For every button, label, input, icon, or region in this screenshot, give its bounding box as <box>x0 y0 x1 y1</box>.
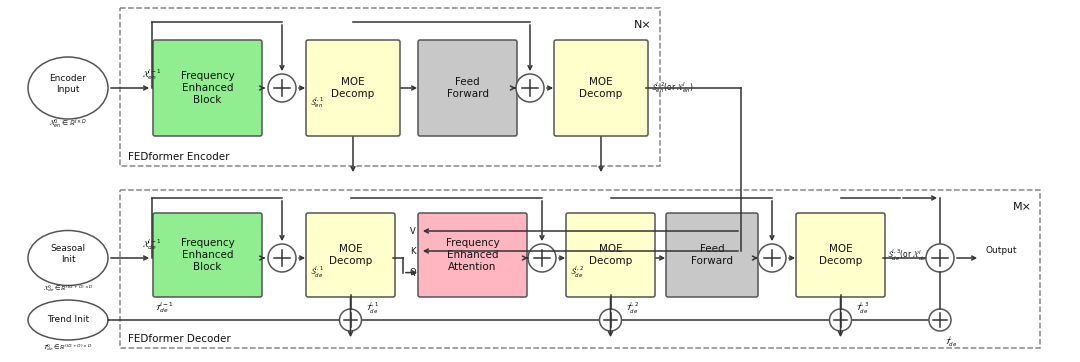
Text: Encoder
Input: Encoder Input <box>50 74 86 94</box>
Text: MOE
Decomp: MOE Decomp <box>819 244 862 266</box>
Text: $\mathcal{T}_{de}^{l-1}$: $\mathcal{T}_{de}^{l-1}$ <box>156 300 173 315</box>
Text: Feed
Forward: Feed Forward <box>691 244 733 266</box>
Circle shape <box>926 244 954 272</box>
Text: MOE
Decomp: MOE Decomp <box>329 244 373 266</box>
Text: Frequency
Enhanced
Block: Frequency Enhanced Block <box>180 239 234 272</box>
FancyBboxPatch shape <box>566 213 654 297</box>
Text: $\mathcal{T}_{de}^{l}$: $\mathcal{T}_{de}^{l}$ <box>945 334 957 349</box>
Text: Q: Q <box>409 268 416 277</box>
Circle shape <box>528 244 556 272</box>
Circle shape <box>599 309 621 331</box>
Circle shape <box>829 309 851 331</box>
Text: M×: M× <box>1013 202 1032 212</box>
Text: FEDformer Decoder: FEDformer Decoder <box>129 334 231 344</box>
FancyBboxPatch shape <box>666 213 758 297</box>
Text: V: V <box>410 227 416 236</box>
FancyBboxPatch shape <box>153 40 262 136</box>
Text: Seasoal
Init: Seasoal Init <box>51 244 85 264</box>
Text: N×: N× <box>634 20 652 30</box>
Ellipse shape <box>28 57 108 119</box>
Bar <box>120 190 1040 348</box>
Text: $\mathcal{T}_{de}^{l,3}$: $\mathcal{T}_{de}^{l,3}$ <box>856 300 869 316</box>
Text: MOE
Decomp: MOE Decomp <box>332 77 375 99</box>
Circle shape <box>758 244 786 272</box>
FancyBboxPatch shape <box>554 40 648 136</box>
Bar <box>120 8 660 166</box>
Text: $\mathcal{T}_{de}^0 \in \mathbb{R}^{(I/2+O) \times D}$: $\mathcal{T}_{de}^0 \in \mathbb{R}^{(I/2… <box>43 342 93 353</box>
Circle shape <box>268 244 296 272</box>
Text: $\mathcal{S}_{de}^{l,1}$: $\mathcal{S}_{de}^{l,1}$ <box>310 265 324 281</box>
Text: $\mathcal{X}_{en}^0 \in \mathbb{R}^{I \times D}$: $\mathcal{X}_{en}^0 \in \mathbb{R}^{I \t… <box>49 118 87 131</box>
Text: MOE
Decomp: MOE Decomp <box>579 77 623 99</box>
Circle shape <box>929 309 951 331</box>
FancyBboxPatch shape <box>306 40 400 136</box>
FancyBboxPatch shape <box>306 213 395 297</box>
Text: $\mathcal{X}_{de}^0 \in \mathbb{R}^{(I/2+O) \times D}$: $\mathcal{X}_{de}^0 \in \mathbb{R}^{(I/2… <box>42 283 93 294</box>
Text: Output: Output <box>985 246 1016 255</box>
Circle shape <box>339 309 362 331</box>
Text: $\mathcal{S}_{de}^{l,2}$: $\mathcal{S}_{de}^{l,2}$ <box>570 265 584 281</box>
FancyBboxPatch shape <box>418 40 517 136</box>
Text: $\mathcal{S}_{de}^{l,3}$(or $\mathcal{X}_{de}^{l}$): $\mathcal{S}_{de}^{l,3}$(or $\mathcal{X}… <box>887 247 930 263</box>
Text: FEDformer Encoder: FEDformer Encoder <box>129 152 229 162</box>
Text: K: K <box>410 247 416 256</box>
Text: $\mathcal{T}_{de}^{l,2}$: $\mathcal{T}_{de}^{l,2}$ <box>626 300 639 316</box>
Circle shape <box>516 74 544 102</box>
Text: Frequency
Enhanced
Block: Frequency Enhanced Block <box>180 71 234 105</box>
FancyBboxPatch shape <box>153 213 262 297</box>
FancyBboxPatch shape <box>418 213 527 297</box>
Text: Trend Init: Trend Init <box>46 316 89 324</box>
Text: Frequency
Enhanced
Attention: Frequency Enhanced Attention <box>446 239 499 272</box>
Circle shape <box>268 74 296 102</box>
Text: $\mathcal{X}_{de}^{l-1}$: $\mathcal{X}_{de}^{l-1}$ <box>141 237 162 252</box>
Text: $\mathcal{T}_{de}^{l,1}$: $\mathcal{T}_{de}^{l,1}$ <box>366 300 379 316</box>
Ellipse shape <box>28 231 108 286</box>
Ellipse shape <box>28 300 108 340</box>
Text: MOE
Decomp: MOE Decomp <box>589 244 632 266</box>
Text: Feed
Forward: Feed Forward <box>446 77 488 99</box>
Text: $\mathcal{X}_{en}^{l-1}$: $\mathcal{X}_{en}^{l-1}$ <box>141 67 162 82</box>
Text: $\mathcal{S}_{en}^{l,1}$: $\mathcal{S}_{en}^{l,1}$ <box>310 95 324 110</box>
FancyBboxPatch shape <box>796 213 885 297</box>
Text: $\mathcal{S}_{en}^{l,2}$(or $\mathcal{X}_{en}^{l}$): $\mathcal{S}_{en}^{l,2}$(or $\mathcal{X}… <box>651 81 693 96</box>
